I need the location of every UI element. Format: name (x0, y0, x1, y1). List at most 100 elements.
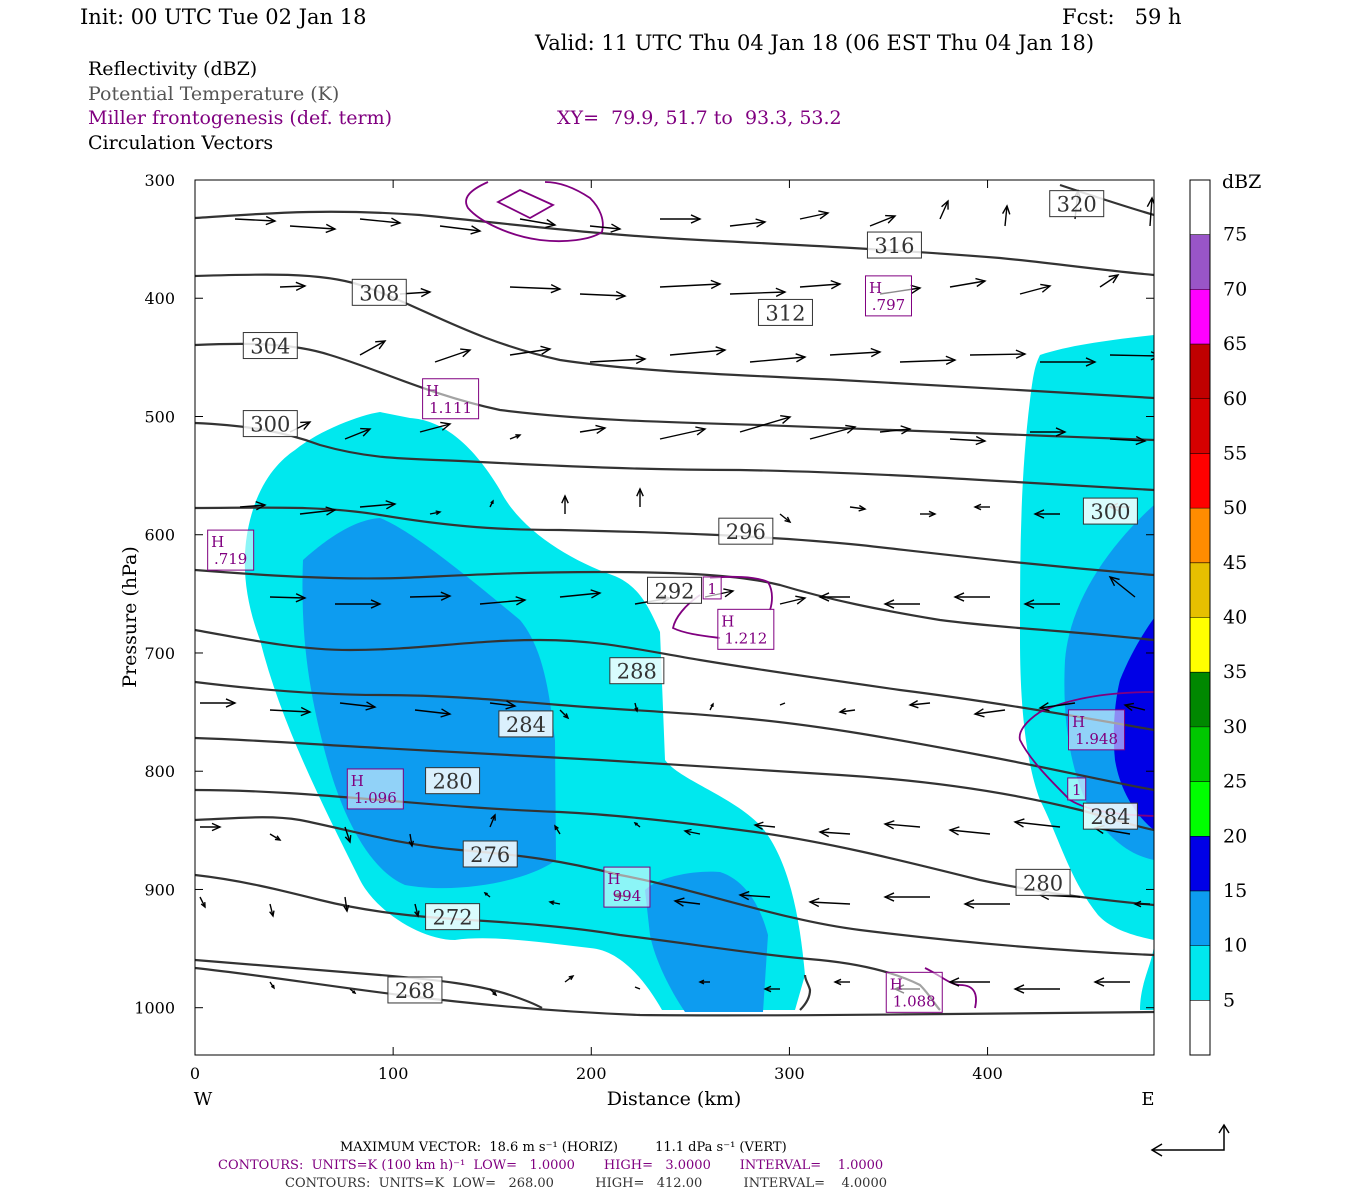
y-tick-label: 900 (144, 880, 175, 899)
vector-arrow (1019, 283, 1052, 295)
vector-arrow (1123, 702, 1146, 712)
colorbar-level-label: 60 (1223, 388, 1247, 410)
x-axis-east-label: E (1141, 1089, 1154, 1110)
fronto-label: 1 (1067, 777, 1087, 801)
colorbar-swatch (1190, 562, 1210, 618)
colorbar-swatch (1190, 398, 1210, 454)
vector-arrow (818, 592, 850, 602)
fronto-label: H1.111 (422, 378, 480, 420)
svg-text:280: 280 (433, 770, 473, 794)
vector-arrow (335, 599, 382, 609)
svg-text:H: H (211, 533, 224, 551)
vector-arrow (729, 218, 767, 228)
colorbar-level-label: 10 (1223, 935, 1247, 957)
colorbar-swatch (1190, 617, 1210, 673)
legend-vectors: Circulation Vectors (88, 132, 274, 154)
colorbar-swatch (1190, 508, 1210, 563)
svg-text:276: 276 (470, 843, 510, 867)
vector-arrow (659, 279, 722, 290)
theta-label: 320 (1049, 190, 1105, 218)
reflectivity-shading (244, 335, 1154, 1012)
vector-arrow (1023, 599, 1060, 609)
colorbar-level-label: 20 (1223, 825, 1247, 847)
svg-text:1: 1 (1072, 781, 1082, 799)
vector-arrow (973, 503, 990, 511)
y-tick-label: 300 (144, 171, 175, 190)
vector-arrow (899, 355, 957, 366)
fronto-contour-note: CONTOURS: UNITS=K (100 km h)⁻¹ LOW= 1.00… (218, 1158, 884, 1173)
plot-frame (194, 179, 1155, 1056)
vector-arrow (279, 281, 307, 292)
theta-label: 300 (1082, 497, 1138, 525)
svg-text:280: 280 (1023, 871, 1063, 895)
svg-text:1.088: 1.088 (893, 992, 936, 1010)
x-axis-label: Distance (km) (607, 1088, 742, 1110)
vector-arrow (849, 504, 867, 512)
vector-arrow (1013, 818, 1061, 828)
fronto-label: H.719 (207, 529, 255, 571)
vector-arrow (429, 510, 442, 516)
vector-arrow (579, 290, 627, 301)
vector-arrow (199, 896, 206, 909)
theta-label: 304 (242, 332, 298, 360)
vector-arrow (408, 833, 415, 848)
y-tick-label: 1000 (134, 999, 175, 1018)
vector-arrow (359, 340, 387, 356)
svg-text:H: H (869, 279, 882, 297)
theta-label: 284 (498, 710, 554, 738)
theta-label: 268 (387, 976, 443, 1004)
vector-arrow (509, 434, 522, 440)
vector-arrow (799, 279, 842, 290)
vector-arrow (589, 223, 622, 233)
vector-arrow (289, 223, 337, 234)
vector-arrow (1099, 274, 1120, 288)
vector-arrow (1146, 196, 1154, 227)
vector-arrow (908, 699, 931, 709)
colorbar-level-label: 45 (1223, 552, 1247, 574)
max-vector-note: MAXIMUM VECTOR: 18.6 m s⁻¹ (HORIZ) 11.1 … (340, 1140, 787, 1155)
svg-text:320: 320 (1057, 193, 1097, 217)
vector-arrow (660, 214, 702, 224)
colorbar-level-label: 65 (1223, 333, 1247, 355)
vector-arrow (359, 217, 402, 227)
vector-arrow (489, 700, 517, 710)
vector-arrow (479, 596, 527, 606)
colorbar-level-label: 50 (1223, 497, 1247, 519)
vector-arrow (963, 899, 1010, 909)
vector-arrow (883, 820, 921, 830)
colorbar-level-label: 30 (1223, 716, 1247, 738)
vector-arrow (509, 345, 552, 356)
vector-arrow (949, 435, 987, 446)
fronto-label: H1.212 (717, 608, 775, 650)
colorbar-swatch (1190, 1000, 1210, 1055)
vector-arrow (799, 210, 830, 220)
theta-contour-note-line: CONTOURS: UNITS=K LOW= 268.00 HIGH= 412.… (285, 1176, 887, 1191)
y-tick-label: 500 (144, 407, 175, 426)
vector-arrow (636, 487, 644, 507)
vector-arrow (709, 702, 714, 711)
theta-contours (195, 183, 1154, 1017)
vector-arrow (483, 891, 491, 898)
vector-arrow (883, 892, 930, 902)
svg-text:1.111: 1.111 (429, 399, 472, 417)
colorbar: 5 10 15 20 25 30 35 40 45 50 55 60 65 70 75 (1189, 179, 1247, 1056)
vector-arrow (509, 283, 562, 294)
theta-label: 296 (718, 517, 774, 545)
svg-text:1.212: 1.212 (724, 629, 767, 647)
vector-arrow (883, 599, 920, 609)
legend-reflectivity: Reflectivity (dBZ) (88, 58, 258, 80)
frontogenesis-labels: H.797H1.111H.7191H1.212H1.9481H1.096H994… (207, 275, 1126, 1013)
svg-text:H: H (721, 612, 734, 630)
theta-label: 288 (609, 657, 665, 685)
vector-arrow (659, 426, 707, 440)
colorbar-swatch (1190, 234, 1210, 290)
vector-arrow (269, 593, 307, 603)
x-tick-label: 200 (576, 1064, 607, 1083)
theta-label: 300 (242, 410, 298, 438)
vector-arrow (548, 900, 561, 906)
svg-text:288: 288 (617, 660, 657, 684)
vector-arrow (559, 709, 570, 720)
svg-text:994: 994 (613, 887, 642, 905)
theta-label: 280 (425, 767, 481, 795)
